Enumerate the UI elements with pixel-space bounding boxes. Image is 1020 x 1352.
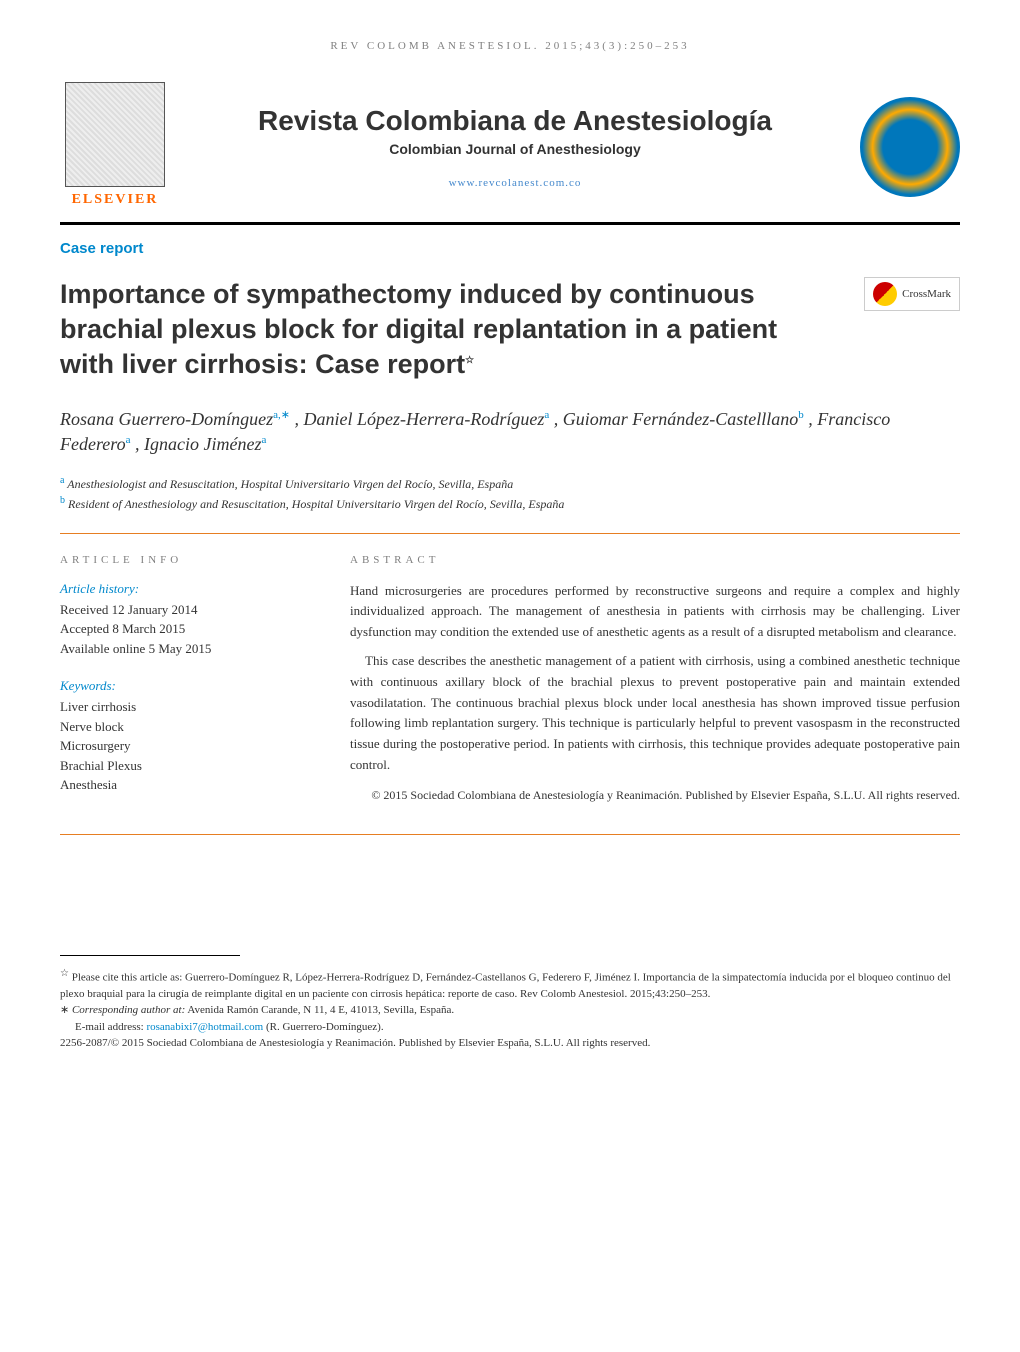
history-label: Article history: [60, 581, 310, 597]
corresponding-note: ∗ Corresponding author at: Avenida Ramón… [60, 1002, 960, 1019]
crossmark-label: CrossMark [902, 288, 951, 300]
abstract-p2: This case describes the anesthetic manag… [350, 651, 960, 776]
affiliations: a Anesthesiologist and Resuscitation, Ho… [60, 473, 960, 513]
article-title: Importance of sympathectomy induced by c… [60, 277, 864, 382]
journal-header: ELSEVIER Revista Colombiana de Anestesio… [60, 82, 960, 225]
citation-header: REV COLOMB ANESTESIOL. 2015;43(3):250–25… [60, 40, 960, 52]
title-text: Importance of sympathectomy induced by c… [60, 279, 777, 379]
authors-list: Rosana Guerrero-Domíngueza,∗ , Daniel Ló… [60, 407, 960, 457]
author-1-sup: a,∗ [273, 409, 290, 421]
author-3: , Guiomar Fernández-Castelllano [554, 409, 799, 429]
author-4-sup: a [126, 434, 131, 446]
email-link[interactable]: rosanabixi7@hotmail.com [146, 1021, 263, 1033]
abstract-column: ABSTRACT Hand microsurgeries are procedu… [350, 554, 960, 804]
issn-note: 2256-2087/© 2015 Sociedad Colombiana de … [60, 1035, 960, 1052]
divider-bottom [60, 834, 960, 835]
crossmark-badge[interactable]: CrossMark [864, 277, 960, 311]
divider [60, 533, 960, 534]
society-logo-icon [860, 97, 960, 197]
affiliation-b: b Resident of Anesthesiology and Resusci… [60, 493, 960, 513]
journal-url[interactable]: www.revcolanest.com.co [190, 177, 840, 189]
author-2: , Daniel López-Herrera-Rodríguez [295, 409, 545, 429]
keyword-0: Liver cirrhosis [60, 697, 310, 717]
corresponding-address: Avenida Ramón Carande, N 11, 4 E, 41013,… [187, 1004, 454, 1016]
abstract-text: Hand microsurgeries are procedures perfo… [350, 581, 960, 776]
info-abstract-row: ARTICLE INFO Article history: Received 1… [60, 554, 960, 804]
email-note: E-mail address: rosanabixi7@hotmail.com … [60, 1019, 960, 1036]
article-info-heading: ARTICLE INFO [60, 554, 310, 566]
abstract-heading: ABSTRACT [350, 554, 960, 566]
copyright: © 2015 Sociedad Colombiana de Anestesiol… [350, 786, 960, 804]
affiliation-b-text: Resident of Anesthesiology and Resuscita… [68, 497, 564, 511]
journal-title: Revista Colombiana de Anestesiología [190, 105, 840, 137]
author-5: , Ignacio Jiménez [135, 434, 261, 454]
keywords-label: Keywords: [60, 678, 310, 694]
email-label: E-mail address: [75, 1021, 146, 1033]
elsevier-logo: ELSEVIER [60, 82, 170, 212]
author-1: Rosana Guerrero-Domínguez [60, 409, 273, 429]
journal-subtitle: Colombian Journal of Anesthesiology [190, 141, 840, 157]
received-date: Received 12 January 2014 [60, 600, 310, 620]
accepted-date: Accepted 8 March 2015 [60, 619, 310, 639]
keyword-4: Anesthesia [60, 775, 310, 795]
title-row: Importance of sympathectomy induced by c… [60, 277, 960, 407]
cite-as-note: ☆ Please cite this article as: Guerrero-… [60, 966, 960, 1003]
star-icon: ☆ [60, 968, 69, 979]
journal-title-block: Revista Colombiana de Anestesiología Col… [170, 105, 860, 189]
asterisk-icon: ∗ [60, 1004, 72, 1016]
footnotes: ☆ Please cite this article as: Guerrero-… [60, 966, 960, 1052]
title-star-icon: ☆ [465, 355, 474, 366]
author-5-sup: a [262, 434, 267, 446]
elsevier-tree-icon [65, 82, 165, 187]
crossmark-icon [873, 282, 897, 306]
corresponding-label: Corresponding author at: [72, 1004, 185, 1016]
cite-as-text: Please cite this article as: Guerrero-Do… [60, 971, 951, 1000]
email-author: (R. Guerrero-Domínguez). [266, 1021, 384, 1033]
author-2-sup: a [544, 409, 549, 421]
section-label: Case report [60, 240, 960, 257]
affiliation-a-text: Anesthesiologist and Resuscitation, Hosp… [67, 477, 513, 491]
keyword-3: Brachial Plexus [60, 756, 310, 776]
online-date: Available online 5 May 2015 [60, 639, 310, 659]
footnote-divider [60, 955, 240, 956]
keyword-2: Microsurgery [60, 736, 310, 756]
abstract-p1: Hand microsurgeries are procedures perfo… [350, 581, 960, 643]
article-info-column: ARTICLE INFO Article history: Received 1… [60, 554, 310, 804]
keywords-block: Keywords: Liver cirrhosis Nerve block Mi… [60, 678, 310, 795]
keyword-1: Nerve block [60, 717, 310, 737]
elsevier-text: ELSEVIER [72, 192, 159, 208]
affiliation-a: a Anesthesiologist and Resuscitation, Ho… [60, 473, 960, 493]
author-3-sup: b [798, 409, 804, 421]
